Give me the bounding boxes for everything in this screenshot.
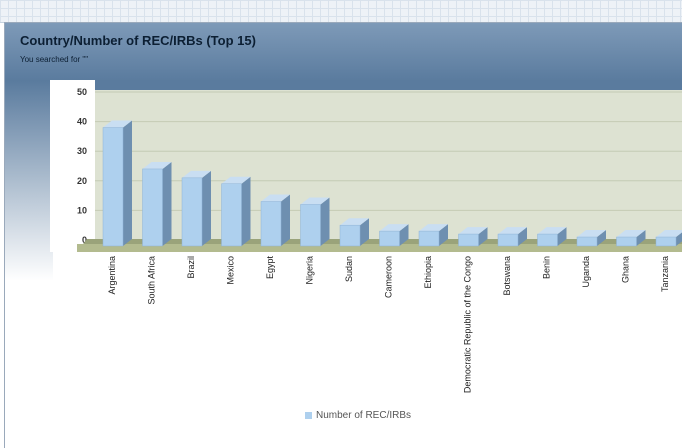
x-tick-label: Ghana <box>621 256 631 283</box>
bar <box>576 236 598 247</box>
bar-side <box>241 176 251 246</box>
panel-side-shade <box>5 81 53 281</box>
y-tick-label: 50 <box>77 87 87 97</box>
bar-top <box>261 194 290 202</box>
bar-top <box>300 197 330 205</box>
y-tick-label: 20 <box>77 176 87 186</box>
chart-title: Country/Number of REC/IRBs (Top 15) <box>20 33 256 48</box>
bar-top <box>498 227 527 235</box>
x-tick-label: Egypt <box>265 256 275 280</box>
plot-margin <box>50 80 95 252</box>
x-tick-label: Sudan <box>344 256 354 282</box>
y-tick-label: 10 <box>77 205 87 215</box>
bar <box>142 168 163 247</box>
y-tick-label: 40 <box>77 117 87 127</box>
bar <box>260 201 282 247</box>
bar-side <box>123 120 132 246</box>
bar-side <box>597 230 606 246</box>
x-tick-label: Cameroon <box>384 256 394 298</box>
x-tick-label: Benin <box>542 256 552 279</box>
bar <box>300 204 321 247</box>
x-tick-label: Mexico <box>226 256 236 285</box>
bar <box>497 233 519 247</box>
bar <box>655 236 677 247</box>
bar <box>616 236 637 247</box>
bar-side <box>636 230 646 246</box>
x-tick-label: Ethiopia <box>423 256 433 289</box>
bar-side <box>360 218 369 246</box>
bar-top <box>616 230 646 238</box>
bar-top <box>182 170 211 178</box>
bar-top <box>221 176 251 184</box>
bar-side <box>281 194 290 246</box>
bar <box>102 127 124 247</box>
bar-top <box>577 230 606 238</box>
x-tick-label: Botswana <box>502 256 512 296</box>
bar <box>537 233 558 247</box>
bar-top <box>103 120 132 128</box>
bar-top <box>537 227 567 235</box>
y-tick-label: 0 <box>82 235 87 245</box>
bar-side <box>557 227 567 246</box>
bar-side <box>518 227 527 246</box>
bar-side <box>202 170 211 246</box>
bar <box>181 177 203 247</box>
bar-side <box>478 227 488 246</box>
bar-top <box>458 227 488 235</box>
bar-top <box>419 224 448 232</box>
chart-floor-front <box>77 244 682 252</box>
bar <box>379 230 400 247</box>
bar-side <box>399 224 409 246</box>
bar-side <box>676 232 682 246</box>
bar-top <box>340 218 369 226</box>
x-tick-label: Brazil <box>186 256 196 279</box>
search-summary: You searched for "" <box>20 55 89 64</box>
bar-top <box>379 224 409 232</box>
bar-side <box>162 161 172 246</box>
top-strip <box>0 0 682 23</box>
bar <box>221 183 242 247</box>
legend: Number of REC/IRBs <box>305 410 411 421</box>
bar-top <box>656 230 682 238</box>
bar-side <box>320 197 330 246</box>
x-tick-label: Democratic Republic of the Congo <box>463 256 473 393</box>
x-tick-label: Tanzania <box>660 256 670 292</box>
x-tick-label: Nigeria <box>305 256 315 285</box>
panel-header: Country/Number of REC/IRBs (Top 15) You … <box>5 23 682 81</box>
bar <box>418 230 440 247</box>
bar-side <box>439 224 448 246</box>
bar <box>339 224 361 247</box>
x-tick-label: Uganda <box>581 256 591 288</box>
x-tick-label: Argentina <box>107 256 117 295</box>
legend-swatch <box>305 412 312 419</box>
x-tick-label: South Africa <box>147 256 157 305</box>
bar-top <box>142 161 172 169</box>
legend-label: Number of REC/IRBs <box>316 410 412 421</box>
y-tick-label: 30 <box>77 146 87 156</box>
bar <box>458 233 479 247</box>
